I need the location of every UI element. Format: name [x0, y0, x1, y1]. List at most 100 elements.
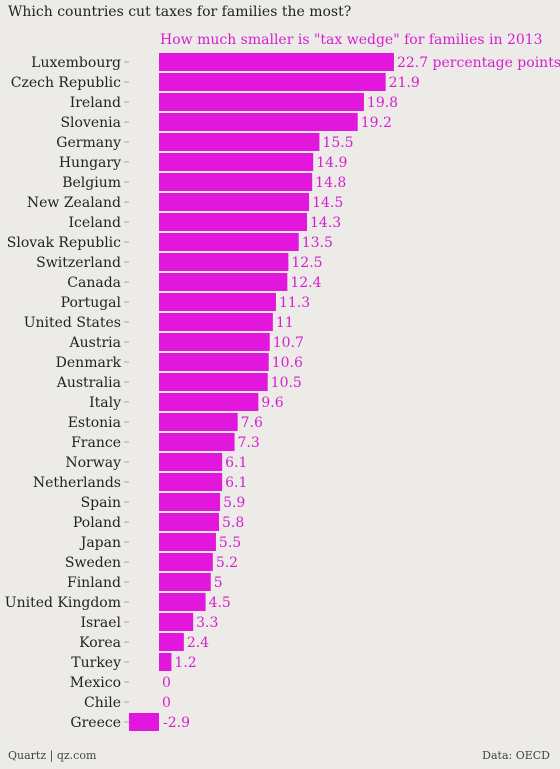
footer-source: Quartz | qz.com	[8, 749, 97, 762]
value-label: 22.7 percentage points	[397, 55, 560, 71]
value-label: 6.1	[225, 455, 247, 471]
bar	[159, 433, 235, 451]
value-label: 14.3	[310, 215, 341, 231]
category-label: France	[71, 435, 121, 451]
bar	[159, 153, 314, 171]
category-label: Israel	[80, 615, 121, 631]
bar	[159, 253, 289, 271]
bar	[159, 493, 221, 511]
value-label: 0	[162, 675, 171, 691]
bar	[159, 633, 184, 651]
chart-subtitle: How much smaller is "tax wedge" for fami…	[160, 32, 543, 48]
category-label: Spain	[81, 495, 121, 511]
category-label: Belgium	[62, 175, 121, 191]
category-label: Chile	[84, 695, 121, 711]
value-label: 11	[276, 315, 294, 331]
footer-data-credit: Data: OECD	[482, 749, 550, 762]
category-label: Czech Republic	[11, 75, 121, 91]
category-label: Japan	[79, 535, 121, 551]
bar	[159, 533, 216, 551]
category-label: Slovenia	[60, 115, 121, 131]
bar	[159, 233, 299, 251]
bar	[159, 413, 238, 431]
bar	[159, 293, 276, 311]
value-label: 5.8	[222, 515, 244, 531]
category-label: Luxembourg	[31, 55, 121, 71]
chart-title: Which countries cut taxes for families t…	[8, 4, 352, 20]
category-label: Finland	[67, 575, 121, 591]
value-label: 21.9	[389, 75, 420, 91]
category-label: Poland	[73, 515, 121, 531]
category-label: Slovak Republic	[7, 235, 121, 251]
bar	[159, 393, 259, 411]
value-label: 14.9	[316, 155, 347, 171]
bar	[159, 73, 386, 91]
category-label: Portugal	[61, 295, 122, 311]
category-label: Germany	[56, 135, 121, 151]
category-label: Greece	[70, 715, 121, 731]
category-label: Korea	[79, 635, 121, 651]
value-label: 5.2	[216, 555, 238, 571]
bar	[159, 213, 308, 231]
category-label: Austria	[69, 335, 121, 351]
bar	[128, 713, 159, 731]
value-label: 6.1	[225, 475, 247, 491]
value-label: 5.5	[219, 535, 241, 551]
bar	[159, 313, 273, 331]
bars-group: Luxembourg 22.7 percentage points Czech Re…	[5, 53, 560, 731]
bar	[159, 333, 270, 351]
value-label: 7.6	[241, 415, 263, 431]
value-label: 0	[162, 695, 171, 711]
value-label: 3.3	[196, 615, 218, 631]
category-label: Norway	[65, 455, 121, 471]
value-label: 19.2	[361, 115, 392, 131]
category-label: Estonia	[68, 415, 121, 431]
value-label: 7.3	[238, 435, 260, 451]
value-label: 4.5	[209, 595, 231, 611]
bar	[159, 193, 310, 211]
value-label: 13.5	[302, 235, 333, 251]
bar	[159, 113, 358, 131]
category-label: United States	[24, 315, 121, 331]
category-label: Iceland	[69, 215, 121, 231]
bar	[159, 273, 288, 291]
bar	[159, 613, 194, 631]
value-label: 12.4	[290, 275, 321, 291]
value-label: 5	[214, 575, 223, 591]
category-label: Netherlands	[33, 475, 121, 491]
bar	[159, 453, 223, 471]
category-label: Turkey	[71, 655, 121, 671]
bar	[159, 593, 206, 611]
category-label: New Zealand	[27, 195, 121, 211]
bar	[159, 373, 268, 391]
category-label: Hungary	[59, 155, 121, 171]
value-label: 9.6	[261, 395, 283, 411]
category-label: Canada	[67, 275, 121, 291]
value-label: 11.3	[279, 295, 310, 311]
value-label: 10.5	[271, 375, 302, 391]
bar	[159, 573, 211, 591]
value-label: 5.9	[223, 495, 245, 511]
value-label: 19.8	[367, 95, 398, 111]
value-label: 15.5	[322, 135, 353, 151]
value-label: 10.6	[272, 355, 303, 371]
value-label: 14.5	[312, 195, 343, 211]
value-label: 10.7	[273, 335, 304, 351]
value-label: 1.2	[174, 655, 196, 671]
bar	[159, 133, 320, 151]
value-label: 12.5	[291, 255, 322, 271]
category-label: Australia	[56, 375, 121, 391]
value-label: -2.9	[163, 715, 190, 731]
category-label: Italy	[89, 395, 121, 411]
bar	[159, 473, 223, 491]
category-label: Denmark	[56, 355, 122, 371]
bar	[159, 513, 220, 531]
value-label: 2.4	[187, 635, 209, 651]
bar	[159, 653, 172, 671]
category-label: Mexico	[70, 675, 121, 691]
bar	[159, 53, 394, 71]
bar	[159, 553, 213, 571]
category-label: Sweden	[65, 555, 121, 571]
bar	[159, 173, 313, 191]
